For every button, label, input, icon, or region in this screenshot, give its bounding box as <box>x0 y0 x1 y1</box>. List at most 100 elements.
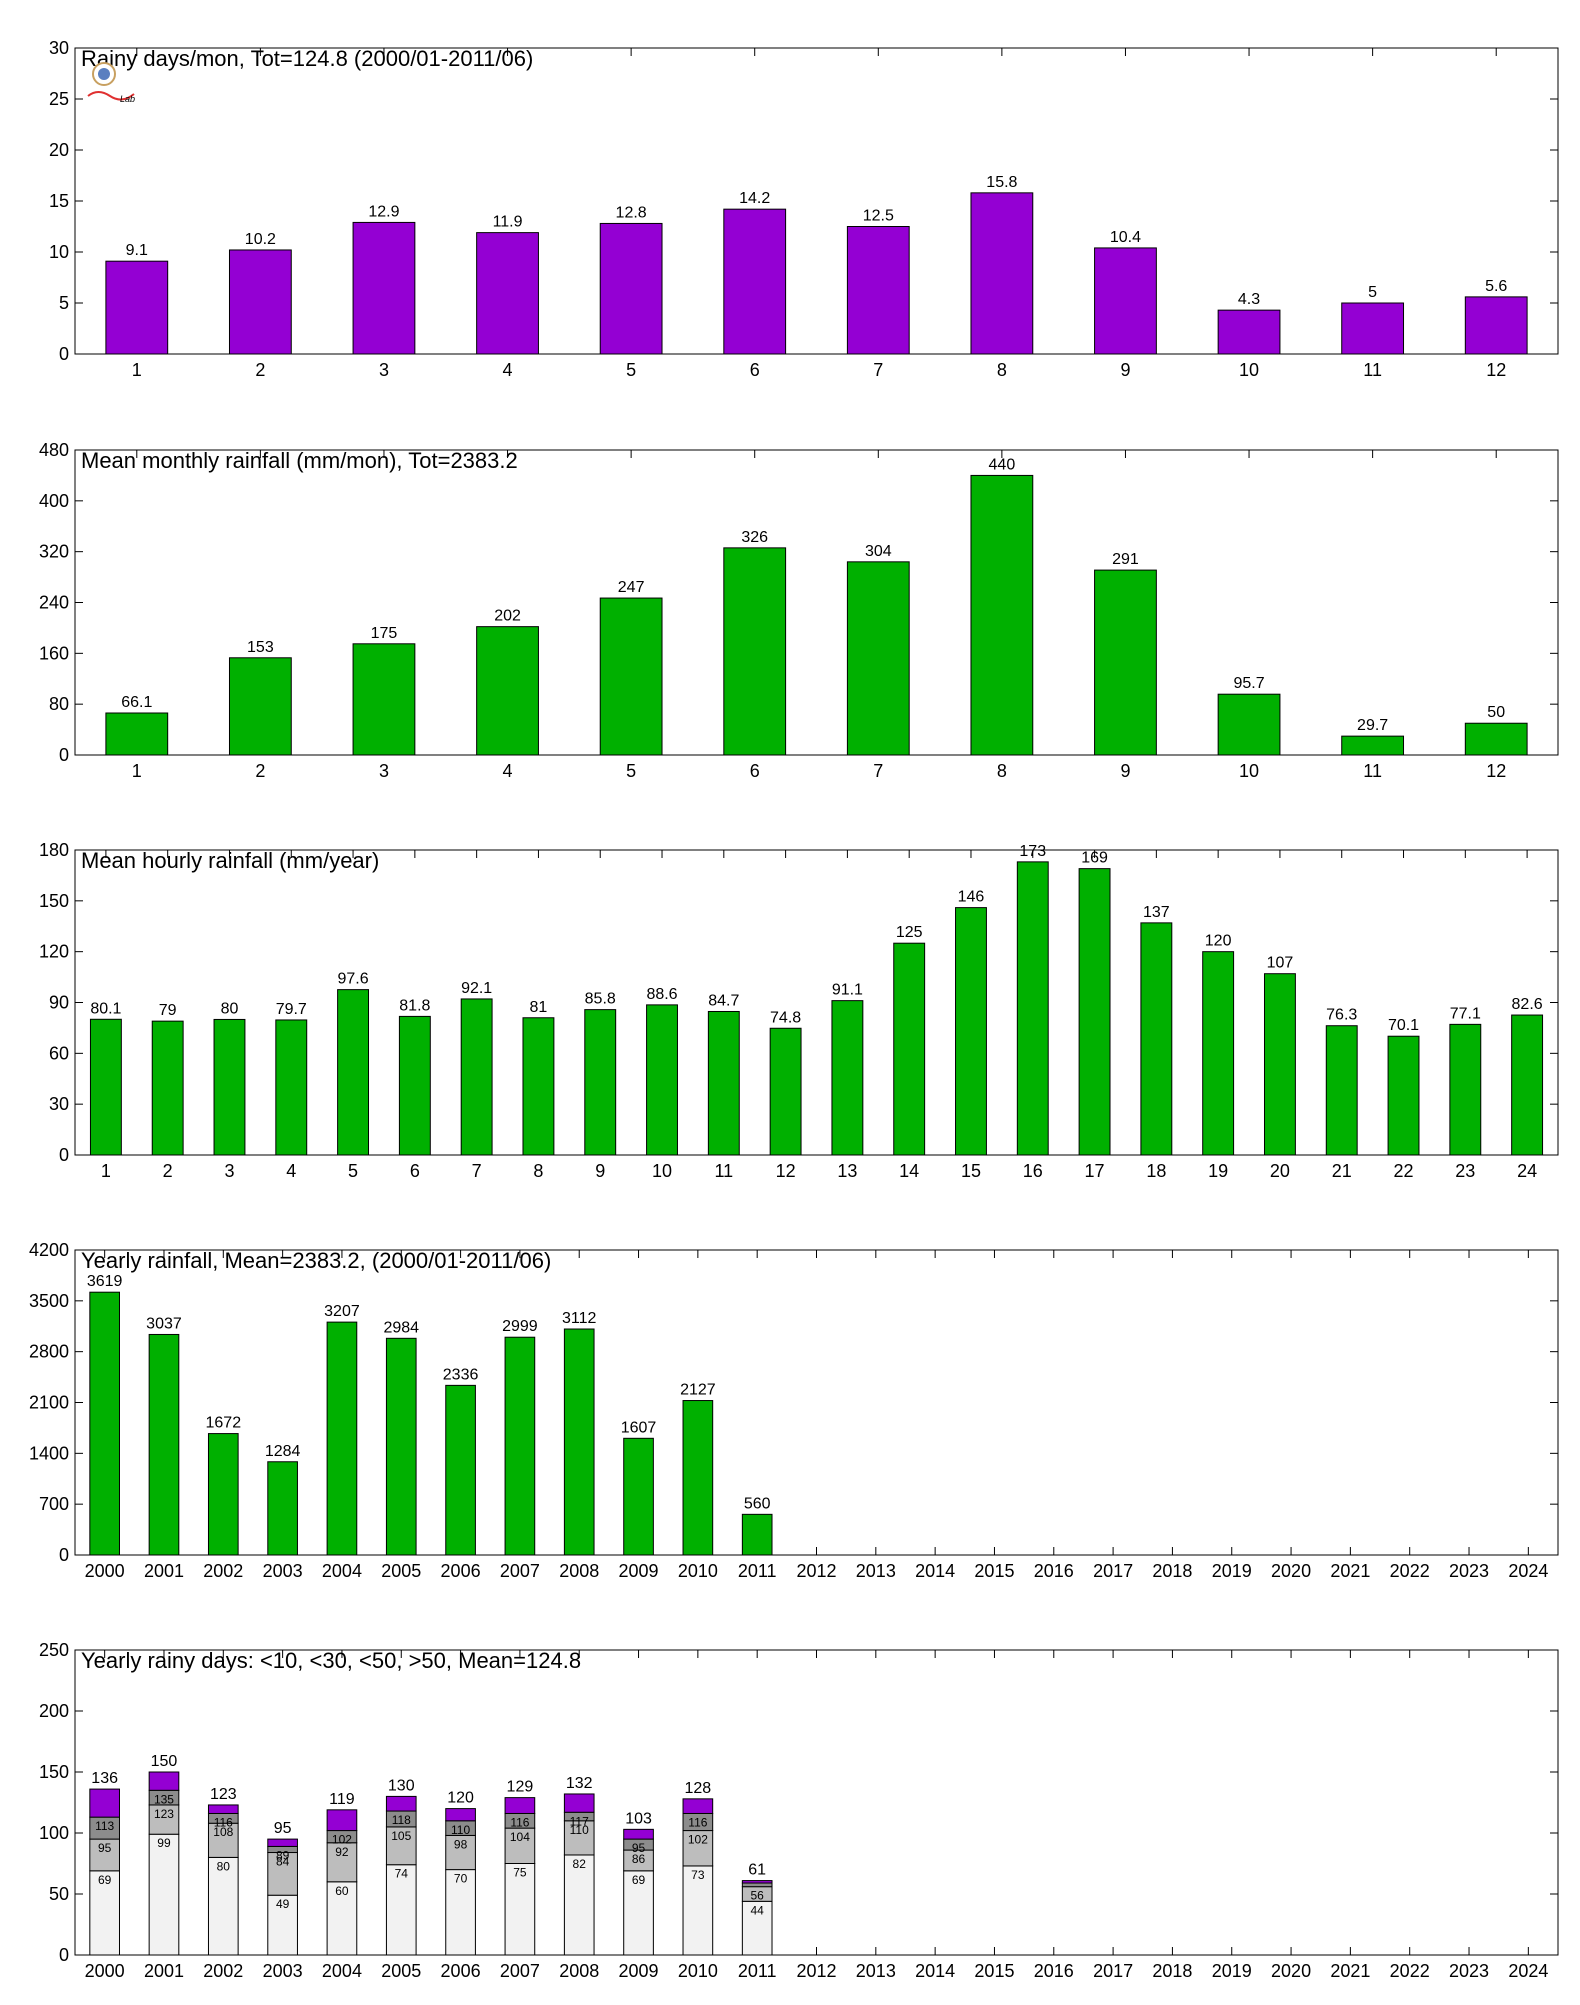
bar <box>1202 951 1235 1156</box>
x-tick-label: 2020 <box>1271 1561 1311 1581</box>
segment-value-label: 69 <box>98 1873 112 1887</box>
segment-value-label: 84 <box>276 1855 290 1869</box>
bar-value-label: 2984 <box>383 1319 419 1336</box>
bar-total-label: 128 <box>685 1780 712 1797</box>
segment-value-label: 70 <box>454 1872 468 1886</box>
segment-value-label: 69 <box>632 1873 646 1887</box>
x-tick-label: 2004 <box>322 1961 362 1981</box>
segment-value-label: 73 <box>691 1868 705 1882</box>
x-tick-label: 2021 <box>1330 1961 1370 1981</box>
bar-value-label: 3112 <box>562 1310 597 1327</box>
y-tick-label: 0 <box>59 745 69 765</box>
bar-value-label: 3619 <box>87 1273 123 1290</box>
stack-segment <box>385 1864 417 1956</box>
x-tick-label: 2000 <box>85 1961 125 1981</box>
bar-value-label: 1672 <box>206 1415 242 1432</box>
x-tick-label: 5 <box>626 360 636 380</box>
bar-total-label: 130 <box>388 1777 415 1794</box>
x-tick-label: 2010 <box>678 1561 718 1581</box>
bar-value-label: 29.7 <box>1357 717 1388 734</box>
x-tick-label: 2022 <box>1390 1961 1430 1981</box>
chart-title: Rainy days/mon, Tot=124.8 (2000/01-2011/… <box>81 46 533 71</box>
bar-value-label: 50 <box>1487 704 1505 721</box>
x-tick-label: 1 <box>132 761 142 781</box>
x-tick-label: 9 <box>1120 761 1130 781</box>
segment-value-label: 116 <box>214 1815 233 1829</box>
segment-value-label: 86 <box>632 1852 646 1866</box>
bar-value-label: 2336 <box>443 1366 479 1383</box>
x-tick-label: 24 <box>1517 1161 1537 1181</box>
bar <box>105 260 169 355</box>
x-tick-label: 10 <box>1239 761 1259 781</box>
stack-segment <box>623 1828 654 1840</box>
bar <box>599 597 663 756</box>
bar <box>476 626 539 756</box>
x-tick-label: 3 <box>224 1161 234 1181</box>
bar <box>769 1027 802 1156</box>
bar-value-label: 146 <box>958 889 985 906</box>
segment-value-label: 116 <box>510 1815 529 1829</box>
bar <box>228 657 292 756</box>
segment-value-label: 117 <box>570 1814 589 1828</box>
segment-value-label: 105 <box>391 1829 411 1843</box>
segment-value-label: 118 <box>392 1813 411 1827</box>
x-tick-label: 13 <box>837 1161 857 1181</box>
bar <box>207 1433 239 1556</box>
bar <box>352 221 416 355</box>
segment-value-label: 95 <box>98 1841 112 1855</box>
x-tick-label: 2 <box>255 360 265 380</box>
bar <box>1387 1035 1420 1156</box>
logo-text: Lab <box>120 94 135 104</box>
y-tick-label: 25 <box>49 89 69 109</box>
stack-segment <box>445 1808 476 1822</box>
chart-panel-1: Rainy days/mon, Tot=124.8 (2000/01-2011/… <box>49 38 1559 380</box>
bar-value-label: 74.8 <box>770 1009 801 1026</box>
x-tick-label: 22 <box>1394 1161 1414 1181</box>
bar <box>89 1018 122 1156</box>
y-tick-label: 50 <box>49 1884 69 1904</box>
bar-value-label: 10.4 <box>1110 229 1141 246</box>
stack-segment <box>563 1793 595 1813</box>
bar <box>148 1333 180 1556</box>
stack-segment <box>682 1798 714 1814</box>
x-tick-label: 2021 <box>1330 1561 1370 1581</box>
bar-value-label: 440 <box>989 456 1016 473</box>
y-tick-label: 0 <box>59 344 69 364</box>
bar <box>723 208 787 355</box>
bar-value-label: 4.3 <box>1238 291 1260 308</box>
x-tick-label: 2009 <box>619 1961 659 1981</box>
bar <box>1016 861 1049 1156</box>
segment-value-label: 49 <box>276 1897 290 1911</box>
bar <box>352 643 416 756</box>
bar-value-label: 3037 <box>146 1315 182 1332</box>
x-tick-label: 2002 <box>203 1961 243 1981</box>
x-tick-label: 2000 <box>85 1561 125 1581</box>
x-tick-label: 4 <box>503 360 513 380</box>
bar-value-label: 5 <box>1368 284 1377 301</box>
bar-value-label: 3207 <box>324 1303 360 1320</box>
bar <box>846 226 910 355</box>
bar-total-label: 95 <box>274 1820 292 1837</box>
bar <box>228 249 292 355</box>
x-tick-label: 2 <box>255 761 265 781</box>
x-tick-label: 9 <box>1120 360 1130 380</box>
y-tick-label: 0 <box>59 1945 69 1965</box>
bar-value-label: 202 <box>494 608 521 625</box>
stack-segment <box>207 1804 239 1814</box>
x-tick-label: 2024 <box>1508 1961 1548 1981</box>
bar <box>267 1461 298 1556</box>
bar-value-label: 2127 <box>680 1382 716 1399</box>
bar-value-label: 76.3 <box>1326 1007 1357 1024</box>
x-tick-label: 2015 <box>974 1961 1014 1981</box>
y-tick-label: 700 <box>39 1494 69 1514</box>
bar-value-label: 1607 <box>621 1419 657 1436</box>
bar <box>105 712 169 756</box>
bar-value-label: 560 <box>744 1495 771 1512</box>
logo-emblem-core-icon <box>98 68 110 80</box>
bar <box>846 561 910 756</box>
stack-segment <box>563 1820 595 1856</box>
segment-value-label: 75 <box>513 1866 527 1880</box>
x-tick-label: 15 <box>961 1161 981 1181</box>
